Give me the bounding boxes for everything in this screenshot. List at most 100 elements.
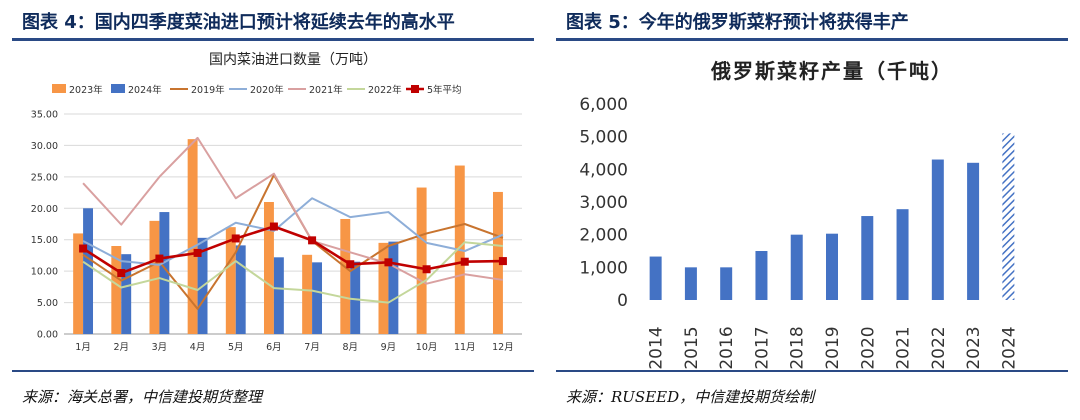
line-point — [384, 258, 393, 267]
legend-label: 2020年 — [250, 84, 284, 96]
line-point — [231, 234, 240, 243]
line-point — [193, 248, 202, 257]
bar — [378, 242, 389, 334]
y-tick-label: 3,000 — [579, 193, 628, 213]
bar — [350, 261, 361, 334]
x-tick-label: 7月 — [304, 342, 320, 353]
legend-swatch — [52, 84, 66, 93]
bar — [720, 267, 733, 300]
line-point — [346, 260, 355, 269]
bar — [388, 241, 399, 334]
x-tick-label: 10月 — [416, 342, 438, 353]
legend-label: 2024年 — [128, 84, 162, 96]
x-tick-label: 2018 — [788, 326, 808, 369]
legend-label: 2022年 — [368, 84, 402, 96]
bar — [73, 233, 84, 334]
line-point — [308, 236, 317, 245]
line-point — [79, 244, 88, 253]
series-line — [82, 136, 504, 285]
y-tick-label: 0.00 — [37, 330, 58, 341]
legend-label: 2019年 — [191, 84, 225, 96]
bar — [755, 251, 768, 300]
line-point — [269, 222, 278, 231]
line-point — [422, 265, 431, 274]
y-tick-label: 10.00 — [31, 267, 58, 278]
bar — [149, 220, 160, 334]
bar — [159, 212, 170, 334]
right-figure-title: 图表 5：今年的俄罗斯菜籽预计将获得丰产 — [566, 12, 909, 33]
y-tick-label: 4,000 — [579, 160, 628, 180]
legend-swatch — [111, 84, 125, 93]
bar — [302, 254, 313, 334]
right-chart-title: 俄罗斯菜籽产量（千吨） — [710, 59, 953, 83]
x-tick-label: 2019 — [823, 326, 843, 369]
x-tick-label: 2015 — [682, 326, 702, 369]
bar — [273, 257, 284, 334]
bar — [225, 227, 236, 334]
bar — [340, 218, 351, 334]
right-title-rule — [556, 38, 1068, 41]
bar — [111, 246, 122, 334]
y-tick-label: 2,000 — [579, 226, 628, 246]
x-tick-label: 2021 — [894, 326, 914, 369]
y-tick-label: 35.00 — [31, 110, 58, 121]
bar — [121, 254, 132, 334]
bar — [1002, 133, 1015, 300]
legend-label: 2021年 — [309, 84, 343, 96]
y-tick-label: 6,000 — [579, 95, 628, 115]
right-bottom-rule — [556, 370, 1068, 372]
y-tick-label: 20.00 — [31, 204, 58, 215]
y-tick-label: 5.00 — [37, 298, 58, 309]
x-tick-label: 9月 — [381, 342, 397, 353]
x-tick-label: 2023 — [964, 326, 984, 369]
y-tick-label: 5,000 — [579, 128, 628, 148]
x-tick-label: 4月 — [190, 342, 206, 353]
right-source: 来源：RUSEED，中信建投期货绘制 — [566, 388, 815, 406]
bar — [416, 187, 427, 334]
series-line — [82, 241, 504, 304]
y-tick-label: 0 — [617, 291, 628, 311]
bar — [187, 139, 198, 334]
bar — [967, 162, 980, 300]
x-tick-label: 1月 — [75, 342, 91, 353]
bar — [263, 202, 274, 334]
y-tick-label: 30.00 — [31, 141, 58, 152]
bar — [649, 256, 662, 300]
left-source: 来源：海关总署，中信建投期货整理 — [22, 388, 263, 406]
y-tick-label: 15.00 — [31, 235, 58, 246]
bar — [931, 159, 944, 300]
x-tick-label: 2月 — [113, 342, 129, 353]
line-point — [498, 257, 507, 266]
left-figure-title: 图表 4：国内四季度菜油进口预计将延续去年的高水平 — [22, 12, 455, 33]
line-point — [155, 254, 164, 263]
bar — [861, 216, 874, 300]
right-chart: 俄罗斯菜籽产量（千吨） 0 1,000 2,000 3,000 4,000 5,000 6,0… — [579, 59, 1019, 370]
legend-label: 5年平均 — [427, 84, 462, 96]
x-tick-label: 2017 — [752, 326, 772, 369]
legend-label: 2023年 — [69, 84, 103, 96]
bar — [312, 262, 323, 334]
left-chart: 国内菜油进口数量（万吨） 2023年 2024年 2019年 2020年 2021年 202… — [31, 52, 522, 353]
x-tick-label: 8月 — [342, 342, 358, 353]
series-line — [82, 225, 503, 275]
x-tick-label: 6月 — [266, 342, 282, 353]
y-tick-label: 1,000 — [579, 258, 628, 278]
y-tick-label: 25.00 — [31, 172, 58, 183]
left-title-rule — [12, 38, 534, 41]
legend-marker — [411, 85, 419, 93]
bar — [235, 245, 246, 334]
bar — [83, 208, 94, 334]
x-tick-label: 2014 — [647, 326, 667, 369]
bar — [896, 209, 909, 300]
x-tick-label: 12月 — [492, 342, 514, 353]
bar — [826, 233, 838, 300]
x-tick-label: 5月 — [228, 342, 244, 353]
left-chart-title: 国内菜油进口数量（万吨） — [209, 52, 377, 68]
line-point — [460, 257, 469, 266]
bar — [684, 267, 697, 300]
line-point — [117, 269, 126, 278]
x-tick-label: 3月 — [152, 342, 168, 353]
left-bottom-rule — [12, 370, 534, 372]
x-tick-label: 2020 — [858, 326, 878, 369]
